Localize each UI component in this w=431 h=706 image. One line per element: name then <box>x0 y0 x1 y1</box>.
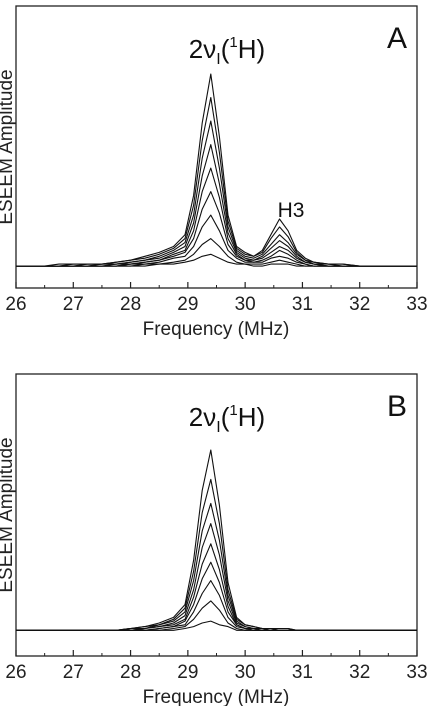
proton-label-element: H <box>238 402 257 432</box>
proton-label-open: ( <box>221 34 230 64</box>
panel-b-x-tick-label: 30 <box>235 662 256 683</box>
panel-a-x-tick-label: 32 <box>349 294 370 315</box>
proton-label-close: ) <box>257 34 266 64</box>
panel-a-series-line-8 <box>16 238 417 267</box>
panel-b-series-line-6 <box>16 561 417 631</box>
panel-b-x-tick-label: 27 <box>63 662 84 683</box>
panel-a-series-line-7 <box>16 214 417 267</box>
panel-b-proton-peak-label: 2νI(1H) <box>189 402 265 436</box>
panel-b-series-line-5 <box>16 543 417 631</box>
panel-b: 26 27 28 29 30 31 32 33 B 2νI(1H) ESEEM Amplitu… <box>0 373 428 706</box>
panel-b-letter: B <box>387 390 407 423</box>
panel-a-x-tick-label: 29 <box>177 294 198 315</box>
panel-b-x-tick-label: 26 <box>5 662 26 683</box>
panel-a-plot-area <box>16 73 417 267</box>
panel-b-plot-area <box>16 449 417 631</box>
proton-label-sup: 1 <box>229 34 237 51</box>
panel-a: 26 27 28 29 30 31 32 33 A 2νI(1H) H3 ESEEM Ampl… <box>0 5 428 340</box>
panel-b-series-line-3 <box>16 502 417 631</box>
panel-b-series-line-7 <box>16 580 417 631</box>
panel-a-x-tick-label: 31 <box>292 294 313 315</box>
proton-label-open: ( <box>221 402 230 432</box>
panel-a-x-tick-label: 28 <box>120 294 141 315</box>
panel-a-x-axis-title: Frequency (MHz) <box>143 319 290 340</box>
panel-b-x-axis-title: Frequency (MHz) <box>143 687 290 706</box>
panel-b-x-tick-label: 32 <box>349 662 370 683</box>
panel-a-proton-peak-label: 2νI(1H) <box>189 34 265 68</box>
panel-a-y-axis-title: ESEEM Amplitude <box>0 69 17 224</box>
proton-label-nu: ν <box>203 34 216 64</box>
panel-b-x-tick-label: 33 <box>406 662 427 683</box>
panel-a-x-tick-label: 30 <box>235 294 256 315</box>
panel-a-x-tick-label: 33 <box>406 294 427 315</box>
panel-a-letter: A <box>387 22 407 55</box>
proton-label-prefix: 2 <box>189 34 203 64</box>
panel-a-h3-label: H3 <box>278 199 305 222</box>
proton-label-prefix: 2 <box>189 402 203 432</box>
panel-a-series-line-6 <box>16 191 417 267</box>
panel-a-series-line-3 <box>16 120 417 267</box>
proton-label-nu: ν <box>203 402 216 432</box>
panel-b-x-tick-label: 29 <box>177 662 198 683</box>
panel-b-x-tick-label: 31 <box>292 662 313 683</box>
panel-a-x-tick-label: 26 <box>5 294 26 315</box>
proton-label-sub: I <box>216 51 220 68</box>
proton-label-sub: I <box>216 419 220 436</box>
panel-b-series-line-9 <box>16 620 417 631</box>
panel-b-series-line-8 <box>16 600 417 631</box>
proton-label-sup: 1 <box>229 402 237 419</box>
panel-b-x-tick-label: 28 <box>120 662 141 683</box>
proton-label-element: H <box>238 34 257 64</box>
panel-b-frame <box>15 373 418 657</box>
panel-b-series-line-1 <box>16 449 417 631</box>
panel-b-y-axis-title: ESEEM Amplitude <box>0 437 17 592</box>
panel-a-series-line-9 <box>16 253 417 267</box>
panel-a-frame <box>15 5 418 289</box>
panel-b-x-ticks: 26 27 28 29 30 31 32 33 <box>5 650 428 683</box>
panel-a-series-line-5 <box>16 167 417 267</box>
panel-a-x-ticks: 26 27 28 29 30 31 32 33 <box>5 282 428 315</box>
panel-a-x-tick-label: 27 <box>63 294 84 315</box>
panel-a-series-line-2 <box>16 96 417 267</box>
proton-label-close: ) <box>257 402 266 432</box>
